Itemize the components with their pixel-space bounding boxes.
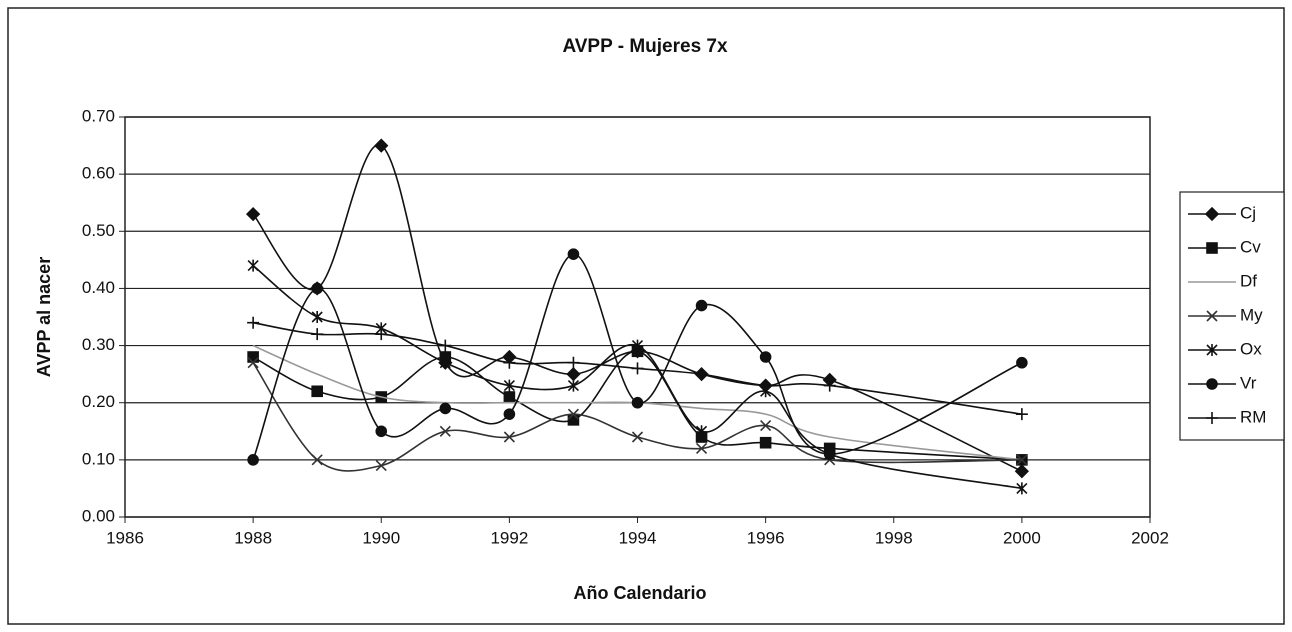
- marker: [311, 328, 324, 341]
- x-tick-label: 2002: [1131, 528, 1169, 547]
- marker: [1206, 412, 1218, 424]
- marker: [695, 425, 708, 438]
- y-tick-label: 0.30: [82, 335, 115, 354]
- x-tick-label: 1992: [490, 528, 528, 547]
- marker: [1014, 464, 1030, 479]
- marker: [695, 368, 708, 381]
- marker: [567, 356, 580, 369]
- x-axis-title: Año Calendario: [573, 583, 706, 603]
- marker: [503, 391, 516, 403]
- marker: [375, 328, 388, 341]
- marker: [247, 316, 260, 329]
- marker: [247, 357, 259, 369]
- marker: [311, 311, 323, 323]
- legend-label: Cv: [1240, 237, 1261, 256]
- legend-label: RM: [1240, 407, 1266, 426]
- x-tick-label: 1996: [747, 528, 785, 547]
- series-line: [252, 344, 1022, 461]
- series-line: [252, 144, 1023, 473]
- legend-label: Vr: [1240, 373, 1257, 392]
- x-tick-label: 1998: [875, 528, 913, 547]
- series-line: [252, 264, 1023, 490]
- series-line: [252, 350, 1022, 461]
- marker: [823, 379, 836, 392]
- chart-border: [7, 7, 1285, 625]
- marker: [247, 454, 259, 466]
- marker: [695, 299, 708, 312]
- marker: [1015, 408, 1028, 421]
- marker: [503, 356, 516, 369]
- x-tick-label: 1986: [106, 528, 144, 547]
- marker: [311, 282, 323, 295]
- marker: [375, 460, 387, 472]
- marker: [1016, 454, 1028, 466]
- marker: [311, 454, 323, 466]
- marker: [374, 138, 389, 153]
- legend: Cj Cv Df My Ox Vr RM: [1179, 191, 1285, 441]
- marker: [567, 248, 580, 260]
- marker: [439, 339, 452, 352]
- chart-title: AVPP - Mujeres 7x: [562, 36, 728, 57]
- marker: [503, 408, 516, 420]
- y-axis-title: AVPP al nacer: [34, 257, 54, 377]
- marker: [823, 448, 836, 460]
- y-tick-label: 0.50: [82, 221, 115, 240]
- marker: [1206, 310, 1218, 322]
- marker: [631, 396, 644, 409]
- marker: [439, 402, 452, 415]
- y-tick-label: 0.20: [82, 392, 115, 411]
- marker: [311, 385, 323, 398]
- marker: [247, 351, 259, 363]
- marker: [759, 436, 772, 449]
- marker: [503, 379, 515, 392]
- marker: [439, 425, 451, 437]
- y-tick-label: 0.60: [82, 164, 115, 183]
- marker: [375, 425, 388, 438]
- y-tick-label: 0.70: [82, 106, 115, 125]
- marker: [1204, 206, 1220, 222]
- marker: [760, 420, 772, 432]
- marker: [245, 207, 261, 222]
- marker: [1206, 242, 1218, 254]
- series-line: [252, 321, 1022, 415]
- marker: [1016, 356, 1028, 369]
- legend-label: My: [1240, 305, 1263, 324]
- marker: [567, 379, 580, 392]
- y-tick-label: 0.00: [82, 506, 115, 525]
- marker: [631, 339, 644, 352]
- legend-label: Cj: [1240, 203, 1256, 222]
- y-tick-label: 0.10: [82, 449, 115, 468]
- x-tick-label: 1988: [234, 528, 272, 547]
- marker: [1206, 344, 1218, 356]
- x-tick-label: 1994: [619, 528, 657, 547]
- marker: [503, 431, 515, 443]
- x-tick-label: 2000: [1003, 528, 1041, 547]
- marker: [567, 408, 580, 420]
- marker: [695, 442, 708, 454]
- legend-label: Df: [1240, 271, 1257, 290]
- marker: [1206, 378, 1218, 390]
- series-line: [252, 362, 1022, 472]
- marker: [439, 356, 451, 369]
- marker: [631, 362, 644, 375]
- legend-label: Ox: [1240, 339, 1262, 358]
- marker: [247, 259, 259, 272]
- marker: [1016, 482, 1028, 495]
- x-tick-label: 1990: [362, 528, 400, 547]
- marker: [567, 414, 580, 426]
- marker: [759, 379, 772, 392]
- y-tick-label: 0.40: [82, 278, 115, 297]
- marker: [631, 431, 644, 443]
- marker: [759, 351, 772, 363]
